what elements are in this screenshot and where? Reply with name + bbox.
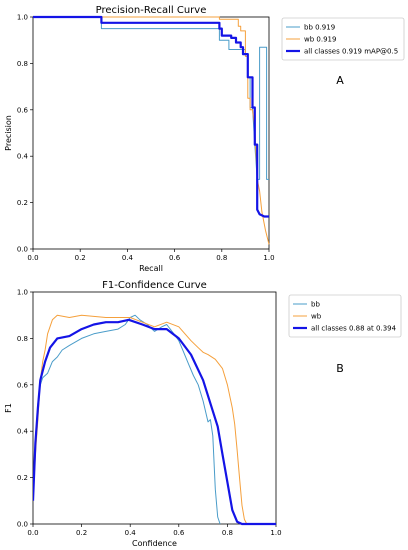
x-tick-label: 0.4	[122, 254, 134, 262]
series-line-1	[33, 314, 248, 525]
x-axis-label: Confidence	[132, 539, 177, 548]
x-tick-label: 0.8	[216, 254, 227, 262]
chart-title: F1-Confidence Curve	[102, 280, 207, 291]
x-tick-label: 1.0	[263, 254, 274, 262]
y-tick-label: 0.0	[17, 521, 28, 529]
series-group	[33, 314, 276, 526]
y-axis-label: Precision	[4, 115, 13, 151]
x-tick-label: 0.6	[173, 529, 185, 537]
y-tick-label: 0.8	[17, 60, 28, 68]
legend-entry: bb	[311, 301, 320, 309]
x-tick-label: 0.6	[169, 254, 181, 262]
legend: bb 0.919 wb 0.919 all classes 0.919 mAP@0.…	[281, 17, 405, 61]
legend: bb wb all classes 0.88 at 0.394	[288, 294, 402, 338]
y-tick-label: 0.2	[17, 474, 28, 482]
legend-box	[288, 294, 402, 338]
series-line-2	[33, 318, 276, 526]
y-tick-label: 0.8	[17, 335, 28, 343]
chart-title: Precision-Recall Curve	[96, 5, 207, 16]
legend-entry: wb	[311, 313, 322, 321]
legend-entry: wb 0.919	[304, 36, 336, 44]
x-tick-label: 0.4	[125, 529, 137, 537]
plot-frame	[32, 291, 277, 525]
x-tick-label: 0.2	[75, 254, 86, 262]
plot-frame	[32, 16, 270, 250]
legend-entry: all classes 0.919 mAP@0.5	[304, 48, 398, 56]
y-tick-label: 1.0	[17, 289, 28, 297]
x-tick-label: 1.0	[270, 529, 281, 537]
series-line-0	[33, 314, 221, 525]
y-tick-label: 0.2	[17, 199, 28, 207]
series-line-0	[33, 16, 269, 180]
y-tick-label: 1.0	[17, 14, 28, 22]
y-tick-label: 0.6	[17, 381, 29, 389]
x-tick-label: 0.2	[76, 529, 87, 537]
y-tick-label: 0.4	[17, 153, 29, 161]
y-axis-label: F1	[4, 403, 13, 413]
series-line-2	[33, 15, 269, 218]
x-axis-label: Recall	[139, 264, 163, 273]
legend-box	[281, 17, 405, 61]
x-tick-label: 0.0	[27, 529, 38, 537]
panel-label: B	[336, 362, 344, 375]
x-tick-label: 0.8	[222, 529, 233, 537]
series-line-1	[33, 16, 270, 245]
x-tick-label: 0.0	[27, 254, 38, 262]
legend-entry: bb 0.919	[304, 24, 335, 32]
y-tick-label: 0.0	[17, 246, 28, 254]
chart-1: 0.0 0.2 0.4 0.6 0.8 1.0 0.0 0.2 0.4 0.6 0.8 1.0 F1-C…	[4, 280, 402, 548]
chart-0: 0.0 0.2 0.4 0.6 0.8 1.0 0.0 0.2 0.4 0.6 0.8 1.0 Prec…	[4, 5, 405, 273]
y-tick-label: 0.4	[17, 428, 29, 436]
panel-label: A	[336, 74, 344, 87]
legend-entry: all classes 0.88 at 0.394	[311, 325, 397, 333]
y-tick-label: 0.6	[17, 106, 29, 114]
series-group	[33, 15, 270, 245]
